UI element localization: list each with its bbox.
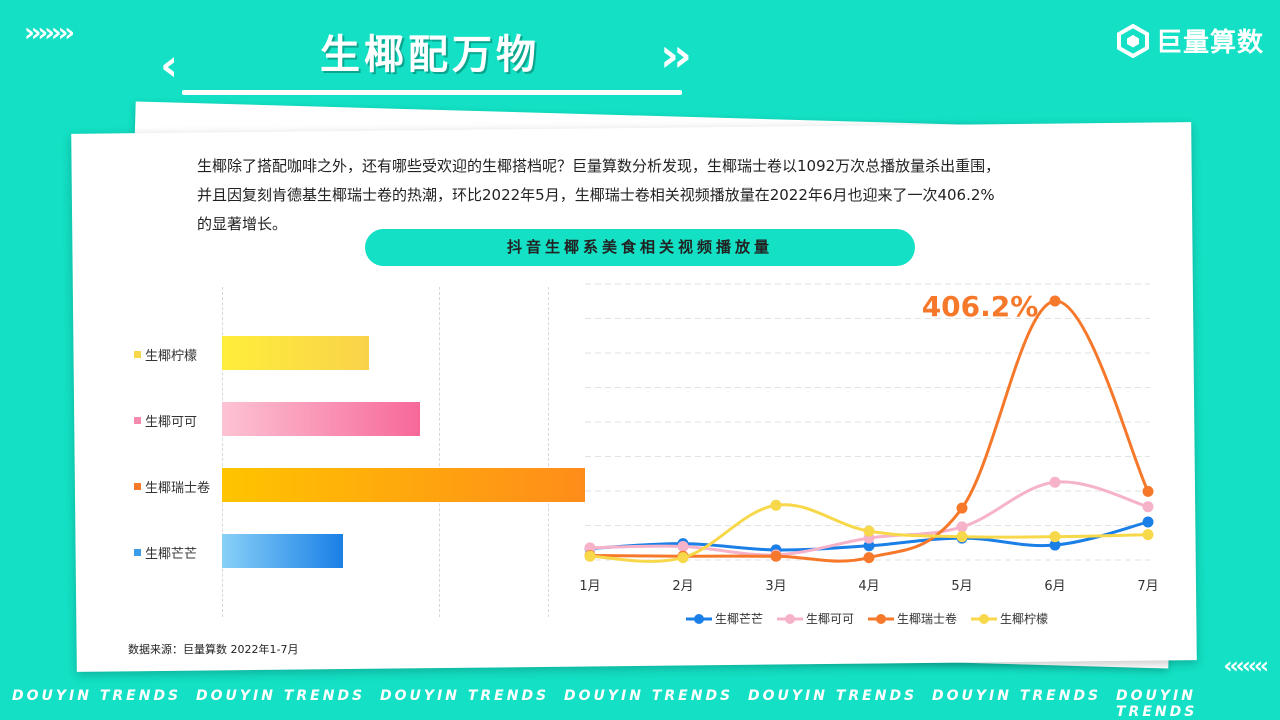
bar-label-text: 生椰芒芒 [145,547,198,562]
legend-label: 生椰柠檬 [1000,612,1049,626]
title-chevron-left-icon: ‹ [160,40,179,91]
x-tick-label: 2月 [672,579,693,594]
bar [222,336,369,370]
data-point [863,552,875,564]
bar [222,402,421,436]
data-point [863,525,875,537]
data-point [956,531,968,543]
footer-text: DOUYIN TRENDS [1116,688,1198,720]
bar [222,534,343,568]
legend-item: 生椰芒芒 [686,610,763,627]
decorative-chevrons-right: ‹‹‹‹‹‹‹ [1223,654,1270,679]
x-tick-label: 1月 [579,579,600,594]
data-point [1049,531,1061,543]
footer-text: DOUYIN TRENDS [380,688,550,704]
data-point [770,550,782,562]
bar-label: 生椰芒芒 [134,543,197,562]
x-tick-label: 7月 [1137,579,1158,594]
x-tick-label: 4月 [858,579,879,594]
growth-annotation: 406.2% [922,290,1039,323]
bar-label-text: 生椰可可 [145,415,198,430]
data-point [677,540,689,552]
data-point [863,540,875,552]
legend-line-icon [868,613,895,624]
intro-line: 并且因复刻肯德基生椰瑞士卷的热潮，环比2022年5月，生椰瑞士卷相关视频播放量在… [197,186,995,204]
x-tick-label: 6月 [1044,579,1065,594]
x-tick-label: 3月 [765,579,786,594]
data-source: 数据来源：巨量算数 2022年1-7月 [128,643,299,656]
x-tick-label: 5月 [951,579,972,594]
data-point [1049,295,1061,307]
legend-item: 生椰瑞士卷 [868,610,957,627]
bar-grid-line [222,287,223,617]
intro-line: 的显著增长。 [197,215,288,233]
bar [222,468,585,502]
footer-text: DOUYIN TRENDS [196,688,366,704]
legend-line-icon [777,613,804,624]
data-point [1142,485,1154,497]
legend-label: 生椰芒芒 [715,612,764,626]
title-underline [182,90,682,95]
data-point [584,550,596,562]
data-point [770,499,782,511]
footer-text: DOUYIN TRENDS [564,688,734,704]
data-point [1142,501,1154,513]
bar-label-text: 生椰柠檬 [145,349,198,364]
footer-banner: DOUYIN TRENDS DOUYIN TRENDS DOUYIN TRENDS D… [0,688,1280,720]
intro-line: 生椰除了搭配咖啡之外，还有哪些受欢迎的生椰搭档呢？巨量算数分析发现，生椰瑞士卷以… [197,157,1001,175]
bar-label: 生椰柠檬 [134,345,197,364]
bar-legend-swatch [134,351,141,358]
legend-item: 生椰柠檬 [971,610,1048,627]
footer-text: DOUYIN TRENDS [12,688,182,704]
data-point [584,542,596,554]
legend-label: 生椰瑞士卷 [897,612,958,626]
data-point [1049,476,1061,488]
intro-text: 生椰除了搭配咖啡之外，还有哪些受欢迎的生椰搭档呢？巨量算数分析发现，生椰瑞士卷以… [197,152,1067,239]
data-point [1142,529,1154,541]
title-block: ‹ 生椰配万物 ›› [160,20,730,95]
logo-text: 巨量算数 [1155,28,1264,58]
bar-label: 生椰可可 [134,411,197,430]
bar-legend-swatch [134,483,141,490]
data-point [956,502,968,514]
bar-label-text: 生椰瑞士卷 [145,481,211,496]
page-title: 生椰配万物 [320,32,540,78]
footer-text: DOUYIN TRENDS [932,688,1102,704]
bar-legend-swatch [134,549,141,556]
legend-label: 生椰可可 [806,612,855,626]
data-point [677,552,689,564]
logo-icon [1116,23,1149,58]
legend-line-icon [686,613,712,624]
legend: 生椰芒芒 生椰可可 生椰瑞士卷 生椰柠檬 [686,610,1048,627]
legend-item: 生椰可可 [777,610,854,627]
chart-title: 抖音生椰系美食相关视频播放量 [365,229,915,266]
series-line [589,299,1150,563]
bar-label: 生椰瑞士卷 [134,477,210,496]
data-point [1142,516,1154,528]
data-point [1049,539,1061,551]
logo: 巨量算数 [1116,22,1264,59]
bar-grid-line [548,287,549,617]
decorative-chevrons-left: ››››››› [24,18,75,48]
bar-grid-line [439,287,440,617]
bar-legend-swatch [134,417,141,424]
legend-line-icon [971,613,998,624]
data-point [956,521,968,533]
footer-text: DOUYIN TRENDS [748,688,918,704]
